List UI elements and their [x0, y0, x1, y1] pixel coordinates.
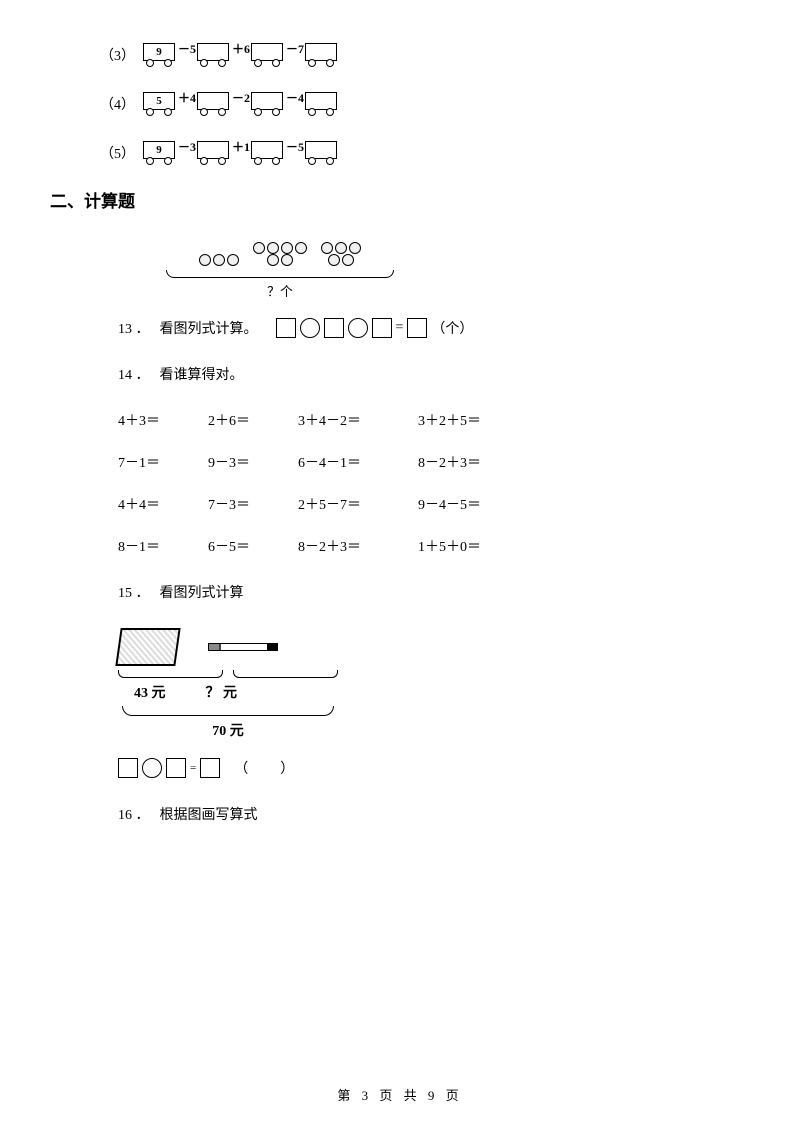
expr: 6－4－1＝ — [298, 452, 418, 472]
expr: 1＋5＋0＝ — [418, 536, 538, 556]
q14-row: 4＋4＝7－3＝2＋5－7＝9－4－5＝ — [118, 494, 740, 514]
book-icon — [115, 628, 180, 666]
equals-sub: = — [190, 762, 196, 774]
expr: 9－4－5＝ — [418, 494, 538, 514]
train-car — [305, 141, 337, 165]
answer-box — [372, 318, 392, 338]
expr: 4＋4＝ — [118, 494, 208, 514]
q14-row: 8－1＝6－5＝8－2＋3＝1＋5＋0＝ — [118, 536, 740, 556]
answer-box — [118, 758, 138, 778]
op: －7 — [286, 40, 304, 57]
op: ＋1 — [232, 138, 250, 155]
paren: （ — [234, 758, 248, 778]
operator-circle — [300, 318, 320, 338]
paren: ） — [280, 758, 294, 778]
answer-box — [200, 758, 220, 778]
op: ＋6 — [232, 40, 250, 57]
answer-box — [276, 318, 296, 338]
q16-line: 16 ． 根据图画写算式 — [118, 804, 740, 824]
expr: 2＋6＝ — [208, 410, 298, 430]
train-label: （3） — [100, 45, 135, 65]
q14-row: 7－1＝9－3＝6－4－1＝8－2＋3＝ — [118, 452, 740, 472]
train-car — [251, 92, 283, 116]
answer-box — [324, 318, 344, 338]
page-footer: 第 3 页 共 9 页 — [0, 1085, 800, 1104]
train-car — [305, 92, 337, 116]
train-problem-5: （5） 9 －3 ＋1 －5 — [100, 138, 740, 167]
expr: 7－1＝ — [118, 452, 208, 472]
operator-circle — [142, 758, 162, 778]
q-text: 根据图画写算式 — [160, 804, 258, 824]
op: －3 — [178, 138, 196, 155]
op: ＋4 — [178, 89, 196, 106]
q15-line: 15 ． 看图列式计算 — [118, 582, 740, 602]
q-text: 看图列式计算 — [160, 582, 244, 602]
train-car: 9 — [143, 141, 175, 165]
q-number: 13 ． — [118, 318, 150, 338]
train-problem-3: （3） 9 －5 ＋6 －7 — [100, 40, 740, 69]
expr: 7－3＝ — [208, 494, 298, 514]
unit: （个） — [431, 318, 473, 338]
train-label: （4） — [100, 94, 135, 114]
expr: 3＋2＋5＝ — [418, 410, 538, 430]
answer-box — [407, 318, 427, 338]
equals: = — [396, 320, 404, 336]
q-number: 15 ． — [118, 582, 150, 602]
expr: 8－1＝ — [118, 536, 208, 556]
q13-line: 13 ． 看图列式计算。 = （个） — [118, 318, 740, 338]
q14-line: 14 ． 看谁算得对。 — [118, 364, 740, 384]
section-heading: 二、计算题 — [50, 187, 740, 212]
q14-grid: 4＋3＝2＋6＝3＋4－2＝3＋2＋5＝ 7－1＝9－3＝6－4－1＝8－2＋3… — [118, 410, 740, 556]
train-car — [251, 141, 283, 165]
train-car: 9 — [143, 43, 175, 67]
q14-row: 4＋3＝2＋6＝3＋4－2＝3＋2＋5＝ — [118, 410, 740, 430]
total-price: 70 元 — [118, 720, 338, 740]
operator-circle — [348, 318, 368, 338]
expr: 6－5＝ — [208, 536, 298, 556]
q13-figure: ？个 — [160, 242, 400, 300]
expr: 2＋5－7＝ — [298, 494, 418, 514]
pen-icon — [208, 643, 278, 651]
q-text: 看图列式计算。 — [160, 318, 258, 338]
train-problem-4: （4） 5 ＋4 －2 －4 — [100, 89, 740, 118]
q13-qmark: ？个 — [160, 281, 400, 300]
expr: 8－2＋3＝ — [298, 536, 418, 556]
price: ？ 元 — [206, 682, 238, 702]
train-car: 5 — [143, 92, 175, 116]
op: －2 — [232, 89, 250, 106]
train-car — [305, 43, 337, 67]
q15-equation: = （ ） — [118, 758, 740, 778]
op: －5 — [178, 40, 196, 57]
q15-figure: 43 元 ？ 元 70 元 — [118, 628, 338, 740]
answer-box — [166, 758, 186, 778]
op: －5 — [286, 138, 304, 155]
train-label: （5） — [100, 143, 135, 163]
expr: 9－3＝ — [208, 452, 298, 472]
expr: 3＋4－2＝ — [298, 410, 418, 430]
train-car — [251, 43, 283, 67]
q-number: 14 ． — [118, 364, 150, 384]
train-car — [197, 92, 229, 116]
train-car — [197, 43, 229, 67]
train-car — [197, 141, 229, 165]
expr: 4＋3＝ — [118, 410, 208, 430]
q-text: 看谁算得对。 — [160, 364, 244, 384]
expr: 8－2＋3＝ — [418, 452, 538, 472]
price: 43 元 — [134, 682, 166, 702]
op: －4 — [286, 89, 304, 106]
q-number: 16 ． — [118, 804, 150, 824]
